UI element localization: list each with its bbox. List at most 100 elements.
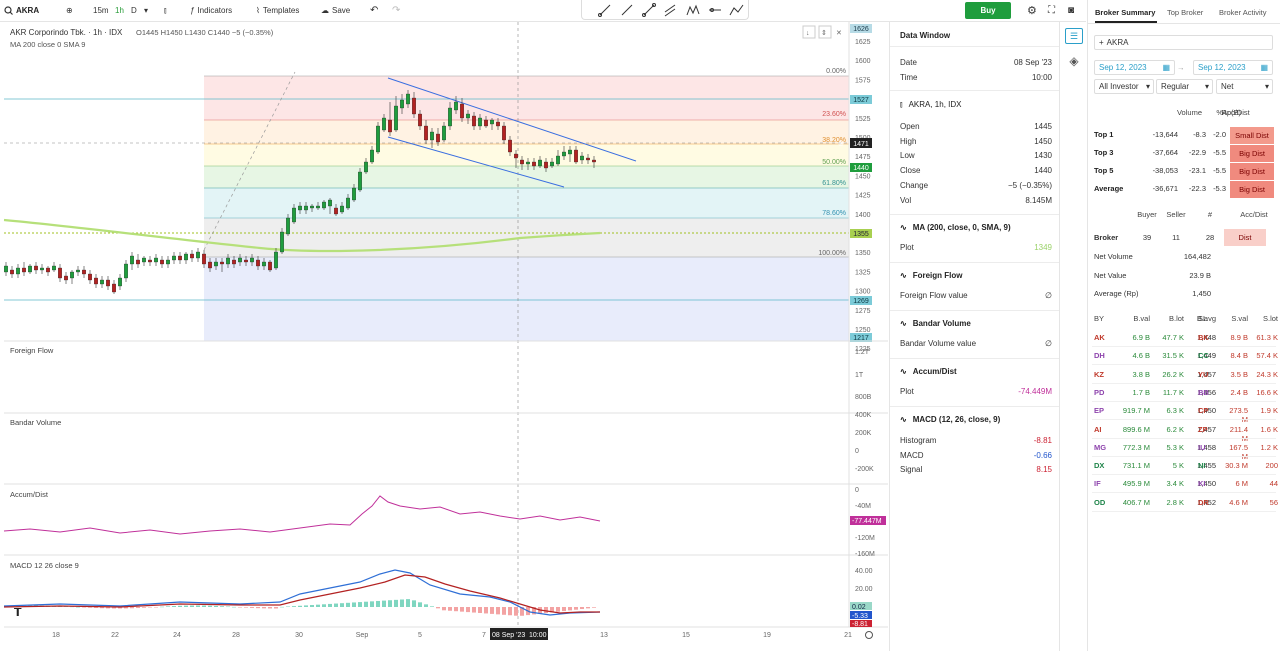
macd-bar [574,607,578,610]
candle [310,204,314,212]
settings-icon[interactable]: ⚙ [1027,5,1037,17]
table-cell: 2.8 K [1166,497,1184,507]
dw-bv-title: Bandar Volume [912,319,971,328]
candle [232,256,236,268]
macd-bar [448,607,452,611]
candle [214,258,218,270]
bv-tick: -200K [855,466,874,473]
camera-icon[interactable]: ◙ [1068,5,1075,16]
dw-row-label: MACD [900,450,924,460]
dw-bv-header[interactable]: ∿ Bandar Volume [900,319,971,328]
broker-symbol-value: AKRA [1106,38,1129,47]
data-window-toggle-icon[interactable]: ☰ [1065,28,1083,44]
accum-dist-line[interactable] [3,495,601,535]
tab-top-broker[interactable]: Top Broker [1167,8,1204,17]
pattern-icon[interactable] [686,4,700,16]
broker-row-label: Broker [1094,233,1119,242]
candle [172,252,176,264]
macd-bar [244,607,248,608]
tab-broker-summary[interactable]: Broker Summary [1095,8,1156,17]
fullscreen-icon[interactable]: ⛶ [1048,5,1055,16]
dw-ad-header[interactable]: ∿ Accum/Dist [900,367,957,376]
stat-value: 164,482 [1183,252,1211,261]
indicators-button[interactable]: ƒ Indicators [190,0,232,22]
broker-symbol-input[interactable]: + AKRA [1094,35,1273,50]
interval-dropdown-icon[interactable]: ▾ [144,6,149,15]
signal-line[interactable] [3,574,600,614]
row-divider [1092,437,1276,439]
macd-bar [556,607,560,612]
search-icon [4,6,13,16]
macd-bar [502,607,506,615]
settings-gear-icon[interactable] [865,631,873,639]
chevron-down-icon: ▾ [1264,82,1269,91]
macd-bar [370,601,374,607]
interval-1h[interactable]: 1h [115,6,124,15]
board-select[interactable]: Regular ▾ [1156,79,1213,94]
brush-icon[interactable] [598,4,611,17]
candle [400,94,404,114]
fib-retracement[interactable]: 0.00% 23.60% 38.20% 50.00% 61.80% 78.60%… [204,68,849,342]
scroll-down-icon[interactable]: ↓ [806,30,810,37]
candle [466,110,470,124]
chart-area[interactable]: 0.00% 23.60% 38.20% 50.00% 61.80% 78.60%… [0,22,888,651]
layers-icon[interactable]: ◈ [1069,54,1079,68]
tab-broker-activity[interactable]: Broker Activity [1219,8,1267,17]
seller-code: CP [1198,406,1209,416]
save-button[interactable]: ☁ Save [321,0,350,22]
interval-15m[interactable]: 15m [93,6,109,15]
top-row-pct: -23.1 [1188,166,1206,175]
dw-bv-value: ∅ [1045,339,1052,348]
interval-d[interactable]: D [131,6,137,15]
collapse-icon[interactable]: ⇕ [821,29,827,37]
dw-ad-value: -74.449M [1018,387,1052,396]
channel-lower[interactable] [387,136,565,188]
path-icon[interactable] [729,4,744,16]
date-from-input[interactable]: Sep 12, 2023 ▦ [1094,60,1175,75]
top-row-volume: -36,671 [1152,184,1178,193]
date-to-input[interactable]: Sep 12, 2023 ▦ [1193,60,1273,75]
wave-icon: ∿ [900,271,907,280]
seller-code: DR [1198,497,1209,507]
channel-upper[interactable] [387,77,637,162]
dw-symbol-header[interactable]: ⫾ AKRA, 1h, IDX [900,100,961,110]
close-icon[interactable]: ✕ [836,30,842,37]
broker-col-header: # [1207,210,1213,219]
macd-line[interactable] [3,569,601,616]
templates-button[interactable]: ⌇ Templates [256,0,299,22]
horizontal-line-icon[interactable] [709,8,721,12]
candle [496,118,500,130]
candle [358,168,362,192]
candle [532,158,536,170]
candle [502,122,506,144]
macd-bar [364,601,368,607]
redo-icon[interactable]: ↷ [392,5,401,16]
top-row-rp: -2.0 [1213,130,1226,139]
symbol-search[interactable]: AKRA [4,3,60,19]
candle [208,258,212,272]
undo-icon[interactable]: ↶ [370,5,379,16]
trendline-icon[interactable] [621,4,633,16]
price-chart[interactable]: 0.00% 23.60% 38.20% 50.00% 61.80% 78.60%… [0,22,888,651]
dw-date-value: 08 Sep '23 [1013,58,1052,67]
investor-select[interactable]: All Investor ▾ [1094,79,1154,94]
ff-tick: 1T [855,372,864,379]
dw-row-value: 1430 [1034,151,1052,161]
dw-row-value: 1450 [1034,136,1052,146]
candle [238,254,242,266]
candle [316,202,320,210]
ray-icon[interactable] [642,3,656,17]
buy-button[interactable]: Buy [965,2,1011,19]
channel-icon[interactable] [664,4,676,17]
add-symbol-icon[interactable]: ⊕ [66,6,73,15]
candle [154,254,158,266]
dw-macd-header[interactable]: ∿ MACD (12, 26, close, 9) [900,415,1000,424]
ad-tick: -40M [855,503,871,510]
dw-ff-header[interactable]: ∿ Foreign Flow [900,271,962,280]
dw-ma-header[interactable]: ∿ MA (200, close, 0, SMA, 9) [900,223,1011,232]
net-select[interactable]: Net ▾ [1216,79,1273,94]
ma200-line[interactable] [3,218,601,253]
crosshair-add-icon[interactable]: ⊕ [838,141,844,148]
bv-tick: 200K [855,430,872,437]
chart-type-icon[interactable]: ⫾ [164,6,167,15]
